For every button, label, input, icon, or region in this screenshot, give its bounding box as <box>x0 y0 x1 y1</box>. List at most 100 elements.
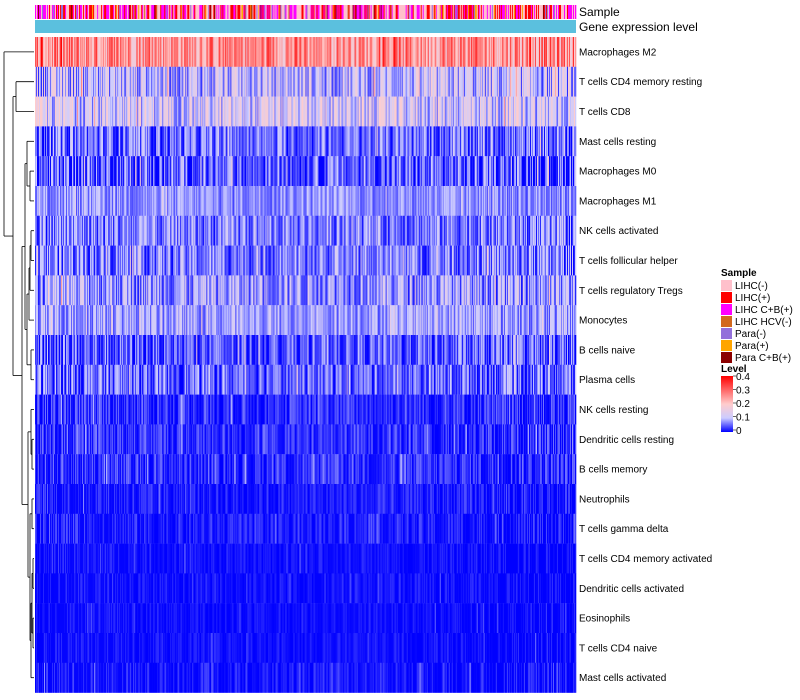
heatmap-cell <box>540 37 543 67</box>
heatmap-cell <box>242 37 244 67</box>
heatmap-cell <box>429 66 432 97</box>
heatmap-cell <box>389 96 391 127</box>
heatmap-cell <box>418 66 421 97</box>
heatmap-cell <box>569 37 572 67</box>
heatmap-cell <box>313 37 315 67</box>
sample-annotation-cell <box>539 5 542 19</box>
heatmap-cell <box>123 66 125 97</box>
sample-annotation-cell <box>525 5 528 19</box>
heatmap-cell <box>395 96 397 127</box>
heatmap-cell <box>456 37 459 67</box>
heatmap-cell <box>344 37 346 67</box>
heatmap-cell <box>383 96 385 127</box>
heatmap-cell <box>154 96 156 127</box>
heatmap-cell <box>351 37 353 67</box>
heatmap-cell <box>348 66 350 97</box>
heatmap-cell <box>83 126 85 157</box>
heatmap-cell <box>472 66 475 97</box>
heatmap-cell <box>463 66 466 97</box>
heatmap-cell <box>108 37 110 67</box>
heatmap-cell <box>280 66 282 97</box>
heatmap-cell <box>165 96 167 127</box>
heatmap-cell <box>267 66 269 97</box>
heatmap-cell <box>315 96 317 127</box>
sample-annotation-cell <box>343 5 345 19</box>
heatmap-cell <box>128 37 130 67</box>
heatmap-cell <box>298 96 300 127</box>
heatmap-cell <box>284 66 286 97</box>
sample-annotation-cell <box>90 5 92 19</box>
heatmap-cell <box>100 37 102 67</box>
heatmap-cell <box>140 126 142 157</box>
sample-annotation-cell <box>397 5 399 19</box>
sample-annotation-cell <box>89 5 91 19</box>
heatmap-cell <box>310 37 312 67</box>
sample-annotation-cell <box>238 5 240 19</box>
heatmap-cell <box>369 37 371 67</box>
sample-annotation-cell <box>149 5 151 19</box>
sample-annotation-cell <box>449 5 452 19</box>
heatmap-cell <box>287 96 289 127</box>
heatmap-cell <box>273 37 275 67</box>
sample-annotation-cell <box>379 5 381 19</box>
heatmap-cell <box>336 96 338 127</box>
heatmap-cell <box>182 66 184 97</box>
heatmap-cell <box>478 37 481 67</box>
heatmap-cell <box>454 37 457 67</box>
heatmap-cell <box>530 37 533 67</box>
heatmap-cell <box>125 37 127 67</box>
heatmap-cell <box>150 66 152 97</box>
heatmap-cell <box>389 66 391 97</box>
heatmap-cell <box>46 66 48 97</box>
heatmap-cell <box>490 37 493 67</box>
heatmap-cell <box>279 96 281 127</box>
heatmap-cell <box>297 37 299 67</box>
heatmap-cell <box>268 37 270 67</box>
heatmap-cell <box>186 37 188 67</box>
heatmap-cell <box>185 37 187 67</box>
heatmap-cell <box>36 126 38 157</box>
heatmap-cell <box>387 37 389 67</box>
heatmap-cell <box>245 66 247 97</box>
sample-annotation-cell <box>110 5 112 19</box>
heatmap-cell <box>510 96 513 127</box>
heatmap-cell <box>124 37 126 67</box>
heatmap-cell <box>275 37 277 67</box>
heatmap-cell <box>262 96 264 127</box>
sample-annotation-cell <box>348 5 350 19</box>
sample-annotation-cell <box>242 5 244 19</box>
heatmap-cell <box>502 37 505 67</box>
heatmap-cell <box>283 66 285 97</box>
sample-annotation-cell <box>507 5 510 19</box>
heatmap-cell <box>451 66 454 97</box>
sample-annotation-cell <box>483 5 486 19</box>
heatmap-cell <box>571 96 574 127</box>
heatmap-cell <box>155 126 157 157</box>
heatmap-cell <box>145 37 147 67</box>
heatmap-cell <box>484 66 487 97</box>
heatmap-cell <box>253 37 255 67</box>
sample-annotation-cell <box>121 5 123 19</box>
heatmap-cell <box>66 96 68 127</box>
sample-annotation-cell <box>39 5 41 19</box>
sample-annotation-cell <box>129 5 131 19</box>
heatmap-cell <box>158 37 160 67</box>
heatmap-cell <box>84 66 86 97</box>
heatmap-cell <box>401 96 403 127</box>
sample-annotation-cell <box>203 5 205 19</box>
heatmap-cell <box>335 96 337 127</box>
heatmap-cell <box>107 66 109 97</box>
heatmap-cell <box>369 96 371 127</box>
heatmap-cell <box>342 66 344 97</box>
heatmap-cell <box>127 126 129 157</box>
sample-annotation-cell <box>48 5 50 19</box>
heatmap-cell <box>168 66 170 97</box>
sample-annotation-cell <box>478 5 481 19</box>
heatmap-cell <box>427 96 430 127</box>
sample-annotation-cell <box>163 5 165 19</box>
heatmap-cell <box>84 126 86 157</box>
sample-annotation-cell <box>278 5 280 19</box>
heatmap-cell <box>150 126 152 157</box>
heatmap-cell <box>206 96 208 127</box>
heatmap-cell <box>290 66 292 97</box>
